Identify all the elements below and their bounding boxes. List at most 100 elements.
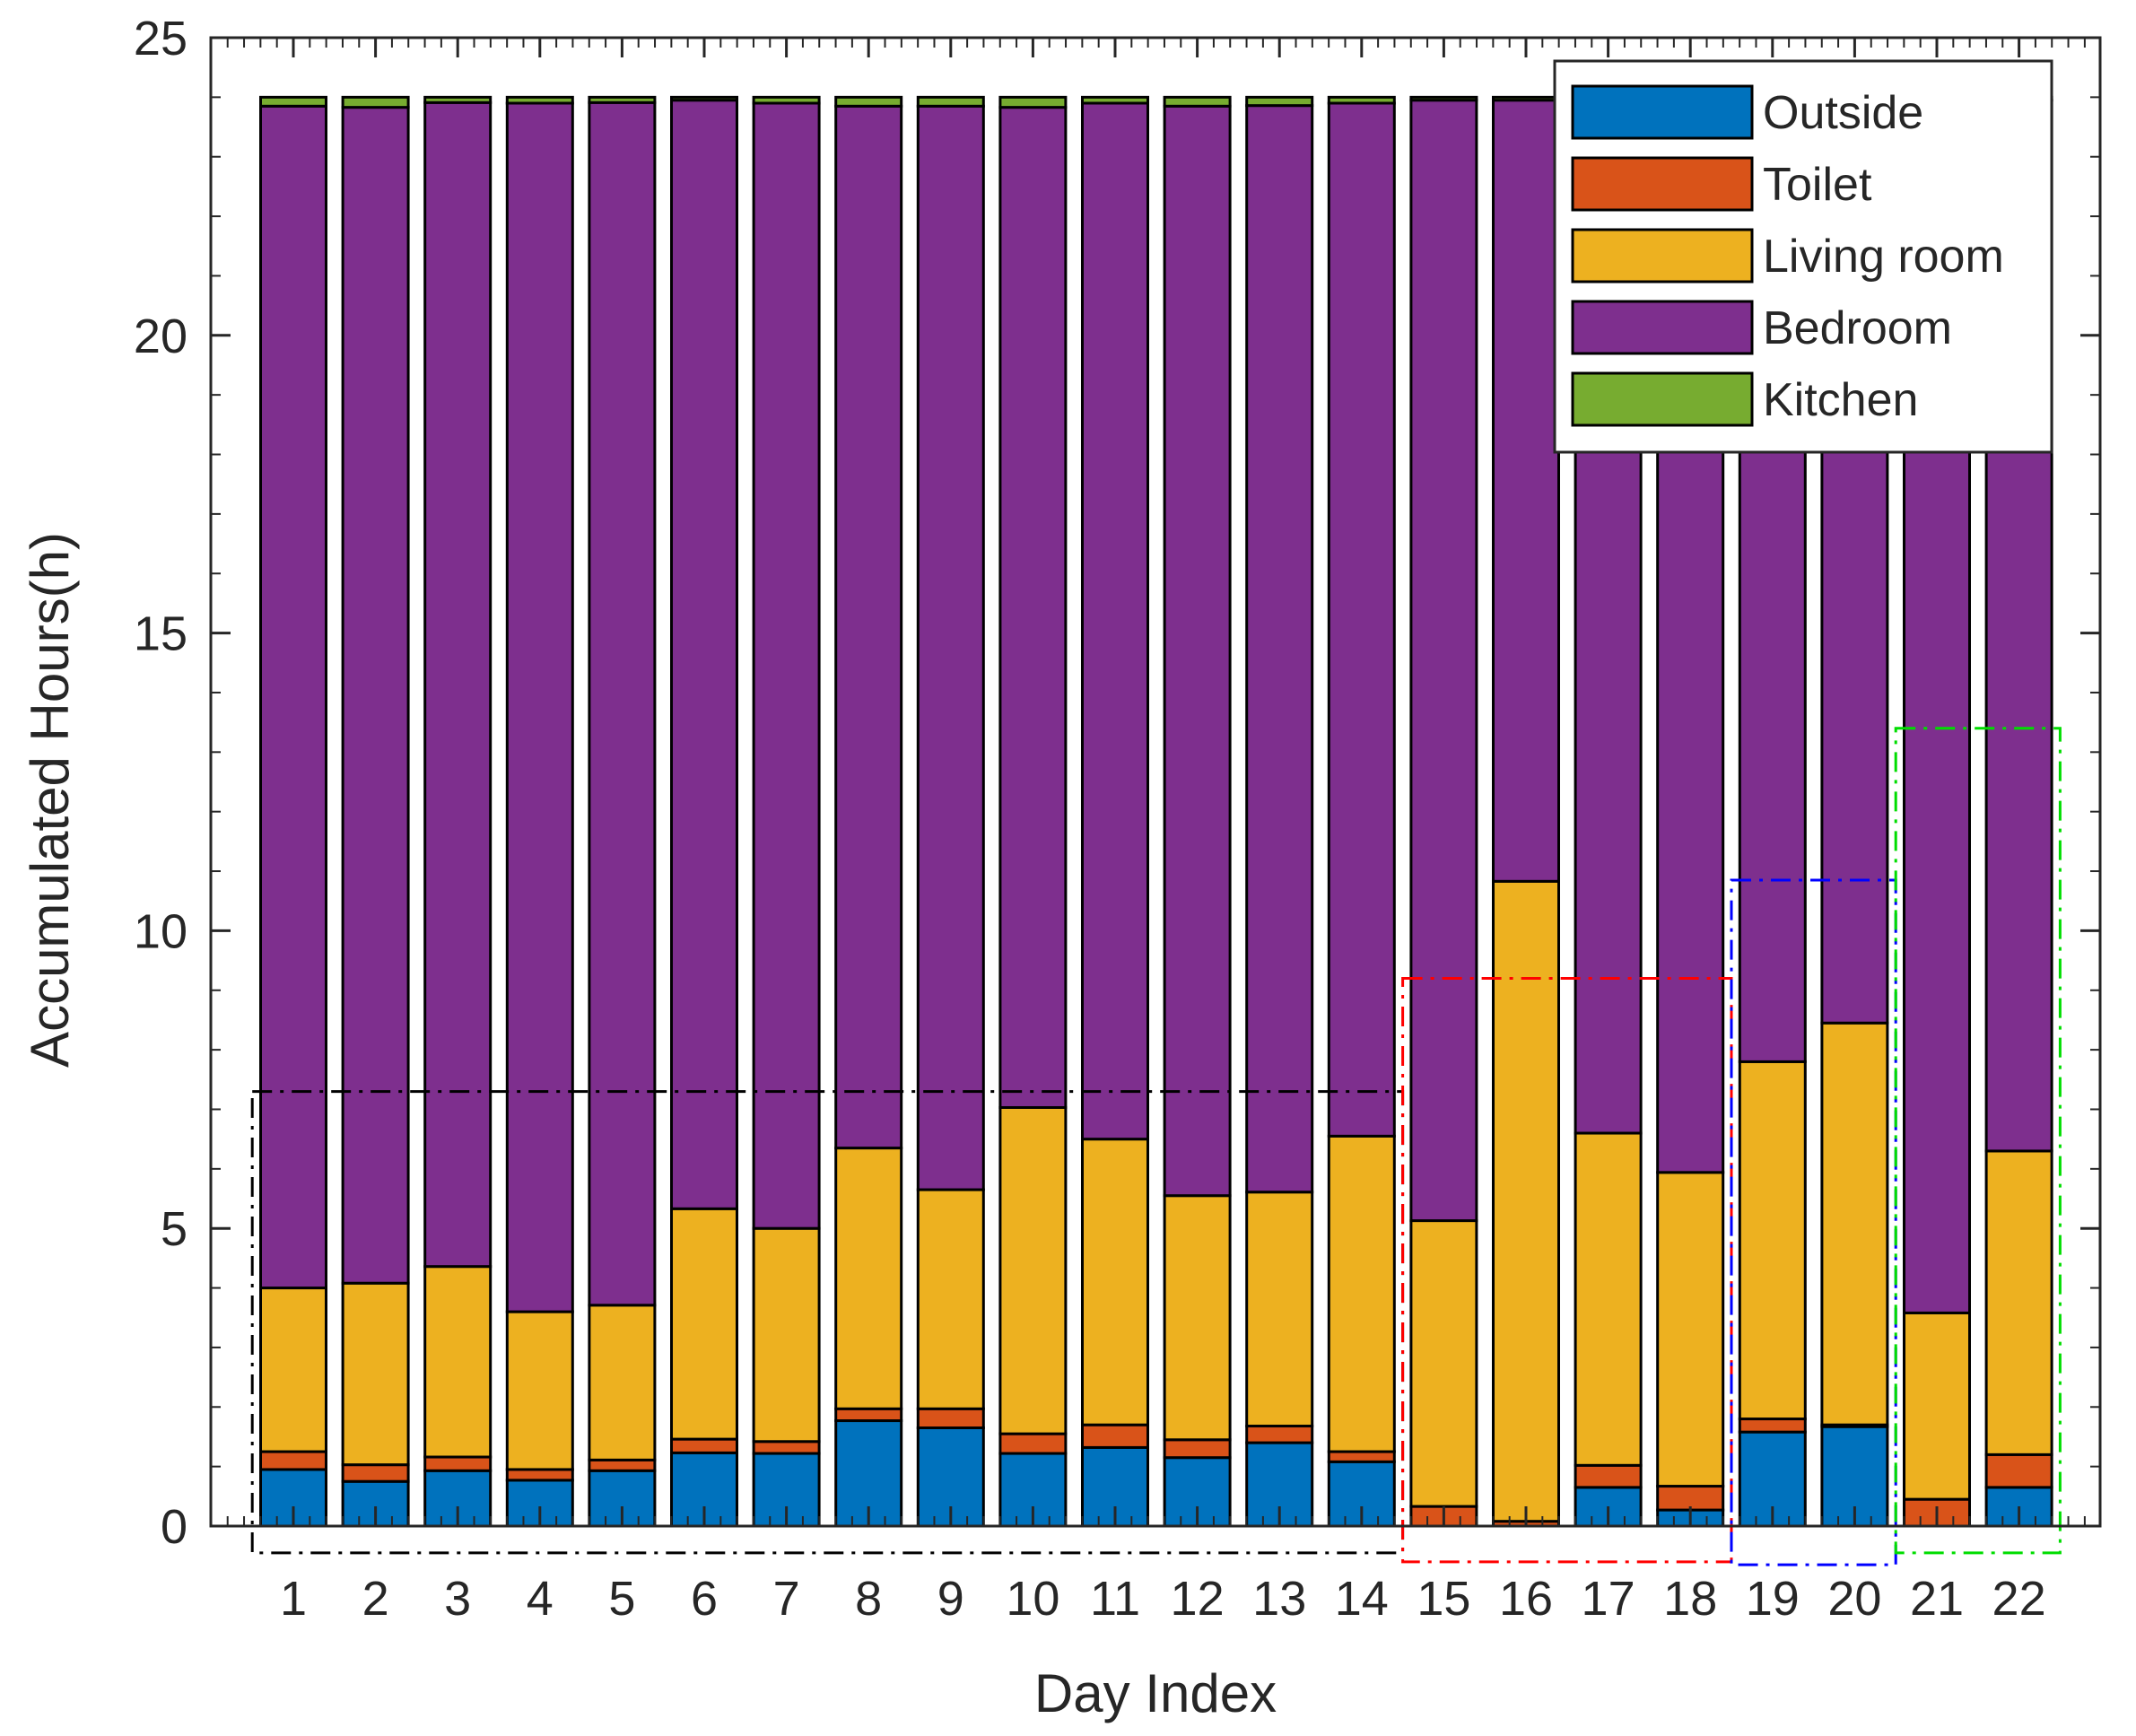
legend-swatch-bedroom: [1571, 300, 1754, 355]
x-tick-label: 15: [1417, 1572, 1470, 1626]
bar-toilet-day-13: [1245, 1425, 1314, 1444]
bar-kitchen-day-8: [834, 95, 903, 108]
bar-toilet-day-19: [1738, 1418, 1807, 1434]
group-blue-box: [1730, 878, 1897, 1566]
y-tick-label: 20: [134, 310, 187, 363]
x-tick-label: 19: [1746, 1572, 1800, 1626]
bar-toilet-day-2: [341, 1463, 410, 1483]
bar-kitchen-day-9: [916, 95, 985, 108]
bar-living-room-day-5: [588, 1304, 657, 1461]
x-tick-label: 4: [527, 1572, 554, 1626]
bar-toilet-day-6: [670, 1437, 738, 1454]
bar-living-room-day-1: [259, 1287, 327, 1453]
legend-label-kitchen: Kitchen: [1763, 374, 1918, 426]
bar-living-room-day-22: [1984, 1149, 2053, 1456]
bar-kitchen-day-16: [1492, 95, 1560, 102]
bar-bedroom-day-2: [341, 106, 410, 1285]
bar-kitchen-day-14: [1327, 95, 1396, 105]
bar-toilet-day-4: [505, 1468, 574, 1482]
bar-bedroom-day-9: [916, 104, 985, 1191]
bar-living-room-day-20: [1820, 1021, 1889, 1426]
bar-living-room-day-11: [1081, 1138, 1149, 1426]
bar-toilet-day-9: [916, 1407, 985, 1430]
bar-living-room-day-6: [670, 1207, 738, 1441]
y-tick-label: 5: [161, 1202, 187, 1256]
bar-toilet-day-14: [1327, 1450, 1396, 1463]
group-green-box: [1894, 727, 2062, 1555]
bar-toilet-day-5: [588, 1458, 657, 1472]
y-tick-label: 15: [134, 607, 187, 661]
legend-label-outside: Outside: [1763, 87, 1923, 139]
bar-living-room-day-16: [1492, 879, 1560, 1523]
bar-toilet-day-17: [1574, 1463, 1643, 1489]
legend: Outside Toilet Living room Bedroom Kitchen: [1553, 59, 2053, 454]
bar-kitchen-day-7: [752, 95, 821, 105]
bar-bedroom-day-1: [259, 104, 327, 1290]
bar-outside-day-12: [1163, 1456, 1232, 1528]
x-tick-label: 11: [1090, 1572, 1140, 1626]
x-tick-label: 3: [444, 1572, 471, 1626]
axes-frame: [209, 36, 2102, 1528]
bar-bedroom-day-12: [1163, 104, 1232, 1198]
y-tick-label: 25: [134, 12, 187, 65]
x-tick-label: 5: [608, 1572, 635, 1626]
bar-toilet-day-3: [423, 1455, 493, 1472]
x-tick-label: 17: [1582, 1572, 1635, 1626]
x-tick-label: 6: [691, 1572, 718, 1626]
bar-bedroom-day-6: [670, 99, 738, 1210]
bar-kitchen-day-1: [259, 95, 327, 108]
bar-bedroom-day-16: [1492, 99, 1560, 883]
legend-label-bedroom: Bedroom: [1763, 302, 1952, 354]
bar-living-room-day-8: [834, 1147, 903, 1410]
bar-toilet-day-12: [1163, 1438, 1232, 1460]
group-black-box: [250, 1090, 1405, 1555]
bar-toilet-day-7: [752, 1440, 821, 1455]
annotation-layer: [250, 727, 2062, 1566]
y-tick-label: 10: [134, 904, 187, 958]
bar-kitchen-day-13: [1245, 95, 1314, 108]
bar-living-room-day-9: [916, 1188, 985, 1410]
bar-living-room-day-2: [341, 1281, 410, 1467]
bar-toilet-day-1: [259, 1450, 327, 1471]
x-tick-label: 12: [1171, 1572, 1225, 1626]
bar-living-room-day-7: [752, 1226, 821, 1444]
bar-living-room-day-4: [505, 1310, 574, 1471]
bar-toilet-day-8: [834, 1407, 903, 1423]
bar-living-room-day-12: [1163, 1194, 1232, 1442]
bar-kitchen-day-2: [341, 95, 410, 109]
bar-living-room-day-17: [1574, 1131, 1643, 1467]
x-tick-label: 9: [937, 1572, 964, 1626]
bar-living-room-day-10: [998, 1105, 1068, 1435]
bar-bedroom-day-10: [998, 106, 1068, 1109]
bar-living-room-day-21: [1903, 1311, 1971, 1501]
bar-kitchen-day-15: [1409, 95, 1478, 102]
x-tick-label: 10: [1006, 1572, 1059, 1626]
legend-swatch-living-room: [1571, 228, 1754, 284]
bar-bedroom-day-13: [1245, 104, 1314, 1194]
legend-swatch-outside: [1571, 84, 1754, 140]
bar-bedroom-day-14: [1327, 101, 1396, 1138]
x-tick-label: 16: [1499, 1572, 1553, 1626]
bar-bedroom-day-15: [1409, 99, 1478, 1223]
x-tick-label: 1: [280, 1572, 307, 1626]
x-axis-title: Day Index: [1034, 1663, 1277, 1723]
bar-bedroom-day-7: [752, 101, 821, 1230]
bar-bedroom-day-4: [505, 101, 574, 1313]
bar-living-room-day-19: [1738, 1060, 1807, 1421]
bar-kitchen-day-11: [1081, 95, 1149, 105]
bar-living-room-day-18: [1656, 1171, 1725, 1488]
y-axis-title: Accumulated Hours(h): [20, 532, 80, 1068]
bar-toilet-day-18: [1656, 1485, 1725, 1512]
bar-kitchen-day-5: [588, 95, 657, 104]
x-tick-label: 21: [1910, 1572, 1964, 1626]
bar-toilet-day-10: [998, 1432, 1068, 1455]
x-tick-label: 14: [1335, 1572, 1389, 1626]
bar-kitchen-day-6: [670, 95, 738, 102]
x-tick-label: 20: [1827, 1572, 1881, 1626]
y-tick-label: 0: [161, 1500, 187, 1554]
bar-toilet-day-22: [1984, 1452, 2053, 1489]
bar-kitchen-day-4: [505, 95, 574, 105]
bar-kitchen-day-10: [998, 95, 1068, 109]
